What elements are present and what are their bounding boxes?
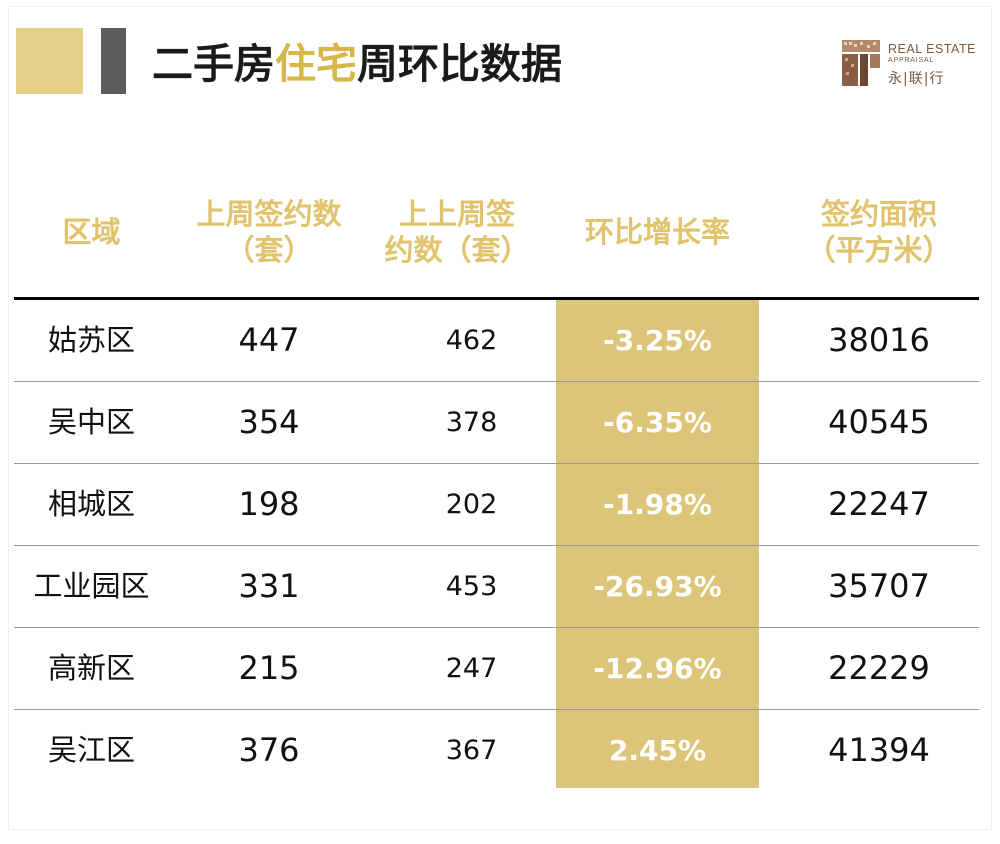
cell-district: 工业园区 xyxy=(33,569,150,603)
cell-growth-rate: 2.45% xyxy=(608,734,707,767)
cell-area: 22247 xyxy=(828,485,930,523)
cell-last-week: 331 xyxy=(238,567,300,605)
table-row: 工业园区 331 453 -26.93% 35707 xyxy=(14,546,979,627)
title-highlight: 住宅 xyxy=(275,40,357,88)
table-row: 吴中区 354 378 -6.35% 40545 xyxy=(14,382,979,463)
table-row: 高新区 215 247 -12.96% 22229 xyxy=(14,628,979,709)
cell-area: 38016 xyxy=(828,321,930,359)
cell-last-week: 447 xyxy=(238,321,300,359)
page-title: 二手房住宅周环比数据 xyxy=(152,36,562,92)
title-gold-block xyxy=(16,28,83,94)
header-district: 区域 xyxy=(14,214,169,250)
header-area-line2: （平方米） xyxy=(806,233,952,267)
cell-prev-week: 202 xyxy=(445,489,498,520)
row-divider xyxy=(14,463,979,464)
header-prev-week-line1: 上上周签 xyxy=(398,197,515,231)
cell-growth-rate: -1.98% xyxy=(603,488,712,521)
cell-growth-rate: -3.25% xyxy=(603,324,712,357)
row-divider xyxy=(14,381,979,382)
company-logo: REAL ESTATE APPRAISAL 永|联|行 xyxy=(840,38,975,92)
cell-growth-rate: -12.96% xyxy=(593,652,722,685)
cell-prev-week: 367 xyxy=(445,735,498,766)
header-last-week-line2: （套） xyxy=(225,233,313,267)
cell-last-week: 198 xyxy=(238,485,300,523)
cell-last-week: 215 xyxy=(238,649,300,687)
header-last-week-line1: 上周签约数 xyxy=(196,197,342,231)
header-growth-rate-line1: 环比增长率 xyxy=(584,215,730,249)
header-prev-week: 上上周签 约数（套） xyxy=(372,196,542,268)
cell-district: 姑苏区 xyxy=(47,323,135,357)
row-divider xyxy=(14,545,979,546)
header-area-line1: 签约面积 xyxy=(820,197,937,231)
logo-text-line1: REAL ESTATE xyxy=(888,42,976,56)
cell-district: 吴江区 xyxy=(47,733,135,767)
cell-area: 40545 xyxy=(828,403,930,441)
cell-growth-rate: -26.93% xyxy=(593,570,722,603)
logo-text-line2: APPRAISAL xyxy=(888,57,935,64)
cell-prev-week: 378 xyxy=(445,407,498,438)
cell-district: 吴中区 xyxy=(47,405,135,439)
cell-last-week: 354 xyxy=(238,403,300,441)
logo-mark-icon xyxy=(840,38,882,88)
title-part2: 周环比数据 xyxy=(357,40,562,88)
table-row: 吴江区 376 367 2.45% 41394 xyxy=(14,710,979,791)
cell-prev-week: 247 xyxy=(445,653,498,684)
header-prev-week-line2: 约数（套） xyxy=(384,233,530,267)
cell-area: 22229 xyxy=(828,649,930,687)
cell-area: 41394 xyxy=(828,731,930,769)
header-area: 签约面积 （平方米） xyxy=(784,196,974,268)
title-part1: 二手房 xyxy=(152,40,275,88)
table-row: 姑苏区 447 462 -3.25% 38016 xyxy=(14,300,979,381)
page-frame xyxy=(8,6,992,830)
cell-last-week: 376 xyxy=(238,731,300,769)
row-divider xyxy=(14,709,979,710)
title-gray-bar xyxy=(101,28,126,94)
cell-growth-rate: -6.35% xyxy=(603,406,712,439)
cell-prev-week: 462 xyxy=(445,325,498,356)
header-growth-rate: 环比增长率 xyxy=(556,214,759,250)
cell-district: 高新区 xyxy=(47,651,135,685)
cell-district: 相城区 xyxy=(47,487,135,521)
header-last-week: 上周签约数 （套） xyxy=(184,196,354,268)
cell-prev-week: 453 xyxy=(445,571,498,602)
row-divider xyxy=(14,627,979,628)
cell-area: 35707 xyxy=(828,567,930,605)
header-district-line1: 区域 xyxy=(62,215,121,249)
logo-text-cn: 永|联|行 xyxy=(888,71,945,87)
header-divider xyxy=(14,297,979,300)
table-row: 相城区 198 202 -1.98% 22247 xyxy=(14,464,979,545)
